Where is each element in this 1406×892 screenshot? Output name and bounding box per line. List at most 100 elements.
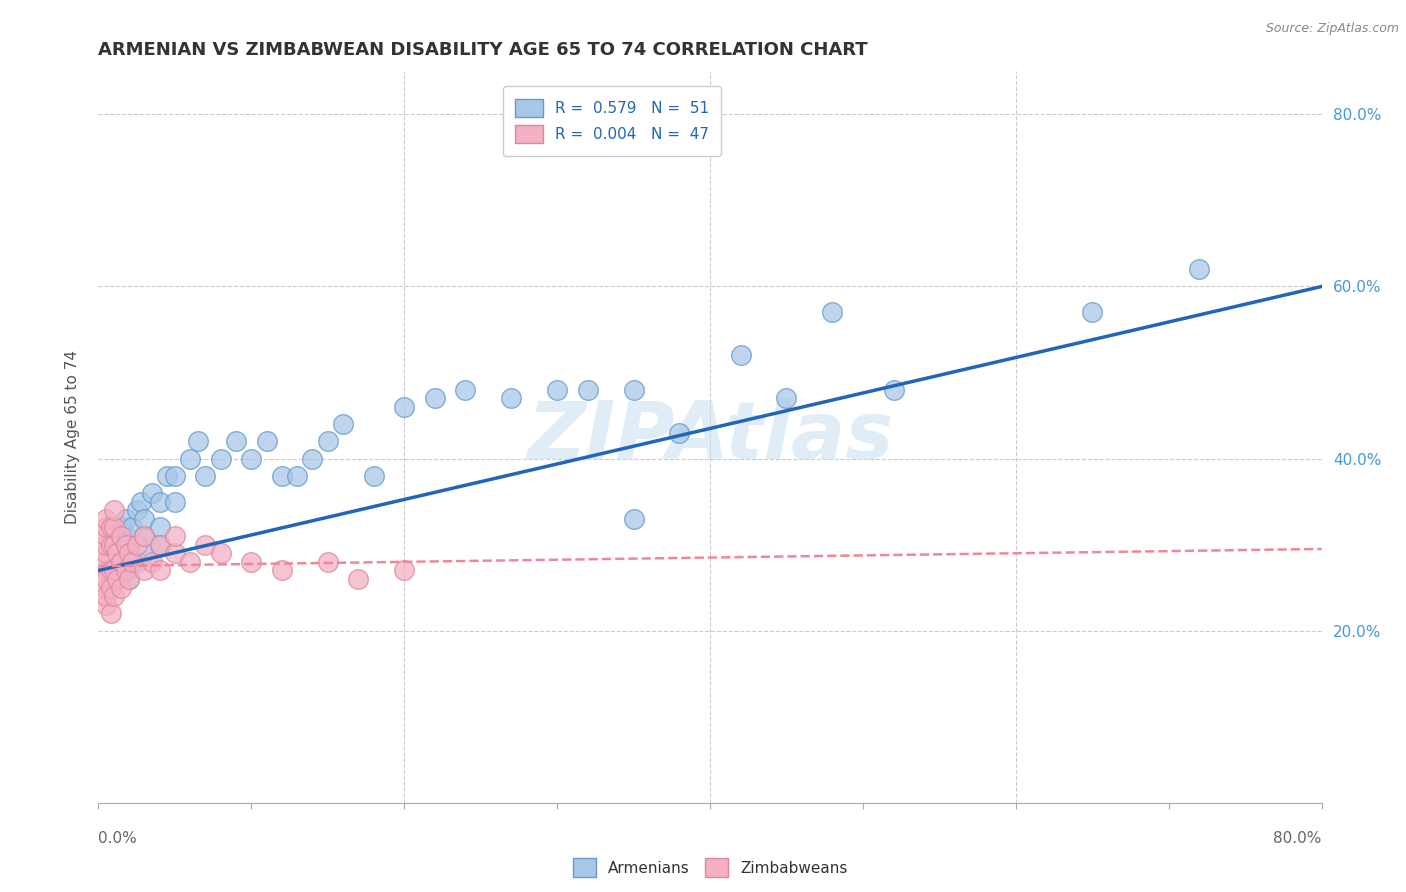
Point xyxy=(363,468,385,483)
Point xyxy=(1081,305,1104,319)
Point xyxy=(163,468,186,483)
Point xyxy=(121,520,143,534)
Point xyxy=(105,572,128,586)
Point xyxy=(94,538,117,552)
Point xyxy=(100,538,122,552)
Point xyxy=(103,589,125,603)
Point xyxy=(100,520,122,534)
Point xyxy=(103,520,125,534)
Point xyxy=(94,589,117,603)
Point xyxy=(149,520,172,534)
Point xyxy=(194,538,217,552)
Point xyxy=(149,538,172,552)
Point xyxy=(94,520,117,534)
Point xyxy=(110,520,132,534)
Text: ARMENIAN VS ZIMBABWEAN DISABILITY AGE 65 TO 74 CORRELATION CHART: ARMENIAN VS ZIMBABWEAN DISABILITY AGE 65… xyxy=(98,41,868,59)
Point xyxy=(118,572,141,586)
Point xyxy=(316,555,339,569)
Point xyxy=(94,598,117,612)
Point xyxy=(623,512,645,526)
Point xyxy=(118,572,141,586)
Point xyxy=(240,555,263,569)
Point xyxy=(423,392,446,406)
Point xyxy=(194,468,217,483)
Point xyxy=(392,400,416,414)
Point xyxy=(285,468,308,483)
Point xyxy=(149,494,172,508)
Point xyxy=(270,564,292,578)
Point xyxy=(125,538,148,552)
Point xyxy=(187,434,209,449)
Point xyxy=(163,494,186,508)
Point xyxy=(134,564,156,578)
Point xyxy=(100,607,122,621)
Point xyxy=(141,486,163,500)
Point xyxy=(1188,262,1211,277)
Point xyxy=(110,564,132,578)
Point xyxy=(576,383,599,397)
Point xyxy=(118,538,141,552)
Point xyxy=(134,546,156,560)
Point xyxy=(110,581,132,595)
Point xyxy=(94,546,117,560)
Point xyxy=(163,529,186,543)
Point xyxy=(110,546,132,560)
Text: ZIPAtlas: ZIPAtlas xyxy=(527,398,893,476)
Point xyxy=(115,555,138,569)
Point xyxy=(240,451,263,466)
Point xyxy=(134,512,156,526)
Y-axis label: Disability Age 65 to 74: Disability Age 65 to 74 xyxy=(65,350,80,524)
Point xyxy=(623,383,645,397)
Point xyxy=(141,555,163,569)
Point xyxy=(149,538,172,552)
Point xyxy=(730,348,752,362)
Point xyxy=(501,392,523,406)
Point xyxy=(103,503,125,517)
Point xyxy=(883,383,905,397)
Point xyxy=(125,503,148,517)
Point xyxy=(332,417,354,432)
Point xyxy=(94,564,117,578)
Point xyxy=(129,494,152,508)
Point xyxy=(179,451,201,466)
Point xyxy=(270,468,292,483)
Text: Source: ZipAtlas.com: Source: ZipAtlas.com xyxy=(1265,22,1399,36)
Point xyxy=(668,425,690,440)
Point xyxy=(454,383,477,397)
Point xyxy=(100,581,122,595)
Point xyxy=(125,555,148,569)
Point xyxy=(225,434,247,449)
Point xyxy=(775,392,797,406)
Legend: Armenians, Zimbabweans: Armenians, Zimbabweans xyxy=(567,852,853,883)
Point xyxy=(134,529,156,543)
Point xyxy=(100,564,122,578)
Point xyxy=(110,538,132,552)
Point xyxy=(110,555,132,569)
Point xyxy=(115,564,138,578)
Point xyxy=(94,581,117,595)
Point xyxy=(316,434,339,449)
Text: 80.0%: 80.0% xyxy=(1274,831,1322,846)
Point xyxy=(134,529,156,543)
Point xyxy=(103,538,125,552)
Point xyxy=(94,512,117,526)
Point xyxy=(110,529,132,543)
Point xyxy=(179,555,201,569)
Point xyxy=(209,451,232,466)
Point xyxy=(347,572,370,586)
Point xyxy=(392,564,416,578)
Point xyxy=(105,546,128,560)
Point xyxy=(821,305,844,319)
Point xyxy=(301,451,323,466)
Point xyxy=(94,555,117,569)
Point xyxy=(115,529,138,543)
Point xyxy=(256,434,278,449)
Point xyxy=(121,555,143,569)
Point xyxy=(149,564,172,578)
Point xyxy=(94,572,117,586)
Point xyxy=(156,468,179,483)
Point xyxy=(118,546,141,560)
Point xyxy=(546,383,568,397)
Point xyxy=(209,546,232,560)
Point xyxy=(94,529,117,543)
